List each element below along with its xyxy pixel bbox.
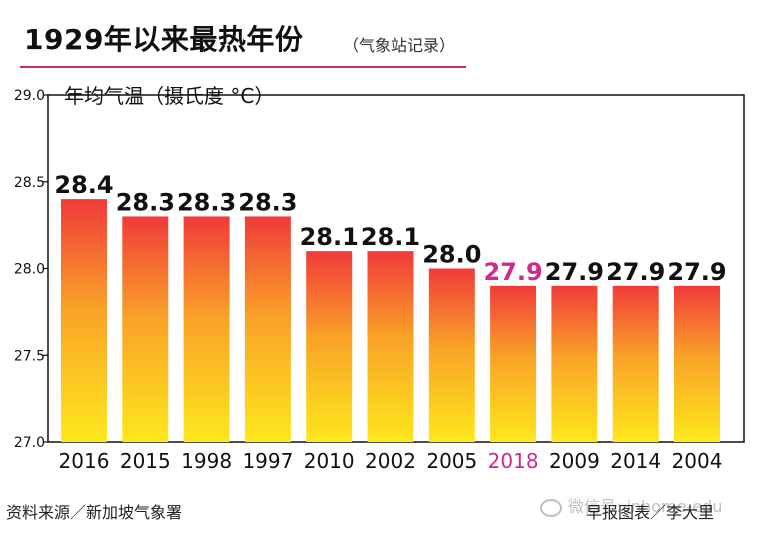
bar-2005	[428, 268, 475, 442]
bars-group	[61, 199, 720, 442]
bar-2016	[61, 199, 107, 442]
y-tick-label: 29.0	[14, 88, 45, 104]
value-label-2005: 28.0	[422, 241, 481, 269]
value-label-2002: 28.1	[361, 223, 420, 251]
value-label-2010: 28.1	[300, 223, 359, 251]
y-axis-ticks: 27.0 27.5 28.0 28.5 29.0	[14, 88, 48, 451]
watermark: 微信号: inhome-edu	[540, 493, 722, 517]
y-axis-label: 年均气温（摄氏度 °C）	[64, 84, 274, 108]
bar-2004	[674, 285, 720, 442]
bar-2018	[490, 285, 537, 442]
x-tick-label-2018: 2018	[488, 449, 539, 473]
value-labels-group: 28.428.3 28.3 28.328.1 28.128.027.9 27.9 27.9…	[54, 171, 726, 286]
source-note: 资料来源／新加坡气象署	[6, 503, 183, 522]
x-tick-label-2014: 2014	[610, 449, 661, 473]
x-tick-label-2010: 2010	[304, 449, 355, 473]
bar-1998	[183, 216, 230, 442]
bar-1997	[244, 216, 291, 442]
value-label-2016: 28.4	[54, 171, 113, 199]
y-tick-label: 27.5	[14, 348, 45, 364]
x-tick-label-2016: 2016	[59, 449, 110, 473]
title-underline	[20, 66, 466, 68]
y-tick-label: 28.5	[14, 175, 45, 191]
value-label-1997: 28.3	[238, 188, 297, 216]
value-label-2009: 27.9	[545, 258, 604, 286]
bar-2002	[367, 251, 414, 442]
value-label-2004: 27.9	[667, 258, 726, 286]
value-label-1998: 28.3	[177, 188, 236, 216]
chart-subtitle: （气象站记录）	[343, 36, 456, 55]
bar-2010	[306, 251, 353, 442]
x-tick-label-2009: 2009	[549, 449, 600, 473]
watermark-text: 微信号: inhome-edu	[568, 497, 723, 516]
bar-2009	[551, 285, 598, 442]
bar-2015	[122, 216, 169, 442]
value-label-2018: 27.9	[483, 258, 542, 286]
x-tick-label-2005: 2005	[426, 449, 477, 473]
value-label-2014: 27.9	[606, 258, 665, 286]
y-tick-label: 27.0	[14, 435, 45, 451]
x-tick-label-1998: 1998	[181, 449, 232, 473]
x-axis-labels: 2016 2015 1998 1997 2010 2002 2005 2018 2009 2014…	[59, 449, 723, 473]
y-tick-label: 28.0	[14, 262, 45, 278]
chart-title: 1929年以来最热年份	[24, 23, 304, 56]
x-tick-label-2002: 2002	[365, 449, 416, 473]
x-tick-label-1997: 1997	[242, 449, 293, 473]
value-label-2015: 28.3	[116, 188, 175, 216]
x-tick-label-2015: 2015	[120, 449, 171, 473]
bar-2014	[612, 285, 659, 442]
x-tick-label-2004: 2004	[672, 449, 723, 473]
wechat-icon	[540, 498, 562, 517]
graphic-credit: 早报图表／李大里	[586, 503, 715, 522]
